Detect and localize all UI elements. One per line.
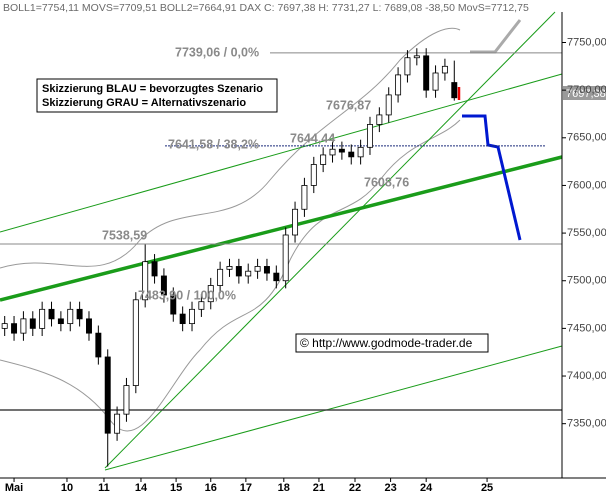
trend-line <box>104 345 563 471</box>
x-tick-label: 17 <box>240 482 252 494</box>
candle-body <box>310 164 317 186</box>
x-tick-label: 25 <box>481 482 493 494</box>
candle-body <box>67 308 74 325</box>
bollinger-upper <box>0 27 461 269</box>
candle-body <box>160 275 167 296</box>
candle-body <box>151 261 158 277</box>
candle-body <box>20 318 27 334</box>
candle-body <box>217 268 224 286</box>
candle-body <box>114 413 121 434</box>
candle-body <box>86 318 92 334</box>
candle-body <box>39 308 46 329</box>
candle-body <box>413 55 420 59</box>
scenario-gray <box>470 19 522 54</box>
candle-body <box>29 318 36 329</box>
level-label: 7739,06 / 0,0% <box>175 45 259 59</box>
candle-body <box>245 270 252 277</box>
candle-body <box>320 154 327 165</box>
y-tick-label: 7750,00 <box>567 36 606 48</box>
y-tick-label: 7700,00 <box>567 84 606 96</box>
x-tick-label: 15 <box>170 482 182 494</box>
x-tick-label: 21 <box>313 482 325 494</box>
candle-body <box>404 57 411 76</box>
last-price: 7697,38 <box>566 88 606 100</box>
candle-body <box>395 74 402 96</box>
y-tick-label: 7600,00 <box>567 179 606 191</box>
y-tick-label: 7450,00 <box>567 322 606 334</box>
last-price-box <box>563 86 606 100</box>
candle-body <box>367 124 373 148</box>
candle-body <box>385 94 392 116</box>
trend-line-main <box>0 155 563 302</box>
candle-body <box>76 308 83 320</box>
copyright: © http://www.godmode-trader.de <box>300 336 473 350</box>
x-tick-label: 16 <box>205 482 217 494</box>
candle-body <box>282 234 289 282</box>
candle-body <box>1 323 8 329</box>
candle-body <box>338 148 345 153</box>
y-tick-label: 7550,00 <box>567 227 606 239</box>
level-label: 7641,58 / 38,2% <box>168 137 259 151</box>
x-tick-label: 10 <box>61 482 73 494</box>
candle-body <box>11 323 18 334</box>
candle-body <box>189 308 195 325</box>
x-tick-label: 22 <box>349 482 361 494</box>
candle-body <box>179 313 186 325</box>
candle-body <box>95 332 102 358</box>
x-tick-label: 18 <box>278 482 290 494</box>
header: BOLL1=7754,11 MOVS=7709,51 BOLL2=7664,91… <box>3 2 529 14</box>
candle-body <box>432 72 439 91</box>
candle-body <box>57 318 64 325</box>
legend-text: Skizzierung BLAU = bevorzugtes Szenario <box>42 83 263 95</box>
legend-text: Skizzierung GRAU = Alternativszenario <box>42 97 246 109</box>
annotation: 7483,90 / 100,0% <box>138 288 236 302</box>
candle-body <box>104 356 111 434</box>
legend-box <box>36 78 278 113</box>
candle-body <box>348 151 355 158</box>
level-label: 7538,59 <box>102 228 147 242</box>
candle-body <box>132 299 139 386</box>
candle-body <box>451 82 458 99</box>
candle-body <box>263 266 270 274</box>
candle-body <box>207 285 214 303</box>
x-tick-label: 14 <box>135 482 148 494</box>
candle-body <box>170 294 177 315</box>
candle-body <box>198 301 205 310</box>
candle-body <box>357 146 364 158</box>
trend-line <box>104 11 556 469</box>
candle-body <box>254 266 261 272</box>
y-tick-label: 7400,00 <box>567 370 606 382</box>
x-tick-label: 24 <box>420 482 433 494</box>
candle-body <box>441 65 448 74</box>
candle-body <box>329 148 336 156</box>
y-tick-label: 7500,00 <box>567 275 606 287</box>
x-tick-label: Mai <box>5 482 23 494</box>
candle-body <box>48 308 55 320</box>
candle-body <box>142 261 149 301</box>
y-tick-label: 7650,00 <box>567 132 606 144</box>
x-tick-label: 11 <box>98 482 110 494</box>
candle-body <box>292 208 299 236</box>
y-tick-label: 7350,00 <box>567 418 606 430</box>
candle-body <box>301 185 308 210</box>
candle-body <box>123 385 130 415</box>
candle-body <box>235 266 242 277</box>
annotation: 7676,87 <box>326 98 371 112</box>
candle-body <box>273 272 280 282</box>
annotation: 7608,76 <box>364 175 409 189</box>
scenario-blue <box>462 114 522 241</box>
candle-body <box>376 114 383 125</box>
copyright-box <box>295 333 489 353</box>
candle-body <box>226 266 233 270</box>
x-tick-label: 23 <box>384 482 396 494</box>
annotation: 7644,44 <box>290 131 335 145</box>
candle-body <box>423 55 430 91</box>
